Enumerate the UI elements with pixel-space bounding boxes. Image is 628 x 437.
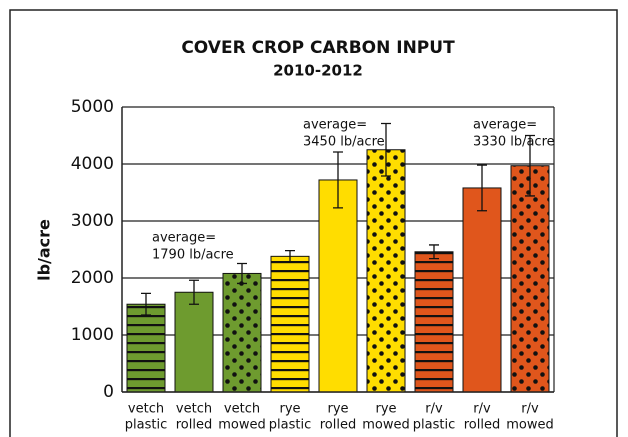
x-tick-label: plastic — [269, 418, 311, 433]
x-tick-label: rye — [375, 402, 396, 417]
chart-title: COVER CROP CARBON INPUT — [181, 38, 455, 58]
y-tick-label: 5000 — [71, 97, 114, 117]
y-tick-label: 1000 — [71, 325, 114, 345]
x-tick-label: rolled — [464, 418, 501, 433]
error-bar — [381, 122, 391, 177]
x-tick-label: rye — [327, 402, 348, 417]
bar — [126, 303, 166, 393]
annotation: 3450 lb/acre — [303, 135, 385, 150]
chart-subtitle: 2010-2012 — [273, 62, 363, 80]
error-bar — [429, 244, 439, 260]
x-tick-label: r/v — [473, 402, 491, 417]
error-bar — [189, 279, 199, 305]
error-bar — [237, 262, 247, 285]
x-tick-label: r/v — [425, 402, 443, 417]
error-bar — [525, 134, 535, 197]
y-tick-label: 3000 — [71, 211, 114, 231]
error-bar — [333, 151, 343, 209]
bar — [318, 179, 358, 393]
x-tick-label: rye — [279, 402, 300, 417]
bar — [270, 255, 310, 393]
bar — [366, 149, 406, 393]
x-tick-label: vetch — [128, 402, 164, 417]
x-tick-label: mowed — [218, 418, 266, 433]
annotation: average= — [473, 118, 537, 133]
error-bar — [477, 164, 487, 212]
x-tick-label: rolled — [176, 418, 213, 433]
annotation: average= — [303, 118, 367, 133]
x-tick-label: plastic — [413, 418, 455, 433]
x-tick-label: rolled — [320, 418, 357, 433]
y-axis-label: lb/acre — [35, 219, 54, 281]
error-bar — [285, 249, 295, 263]
bar — [462, 187, 502, 393]
x-tick-label: mowed — [362, 418, 410, 433]
y-tick-label: 0 — [103, 382, 114, 402]
annotation: 1790 lb/acre — [152, 248, 234, 263]
x-tick-label: plastic — [125, 418, 167, 433]
bar — [222, 272, 262, 393]
x-tick-label: vetch — [176, 402, 212, 417]
x-tick-label: mowed — [506, 418, 554, 433]
x-tick-label: r/v — [521, 402, 539, 417]
y-tick-label: 4000 — [71, 154, 114, 174]
bar — [174, 291, 214, 393]
frame — [9, 9, 618, 437]
bar — [510, 165, 550, 393]
annotation: average= — [152, 231, 216, 246]
y-tick-label: 2000 — [71, 268, 114, 288]
bar — [414, 251, 454, 393]
error-bar — [141, 292, 151, 316]
x-tick-label: vetch — [224, 402, 260, 417]
annotation: 3330 lb/acre — [473, 135, 555, 150]
